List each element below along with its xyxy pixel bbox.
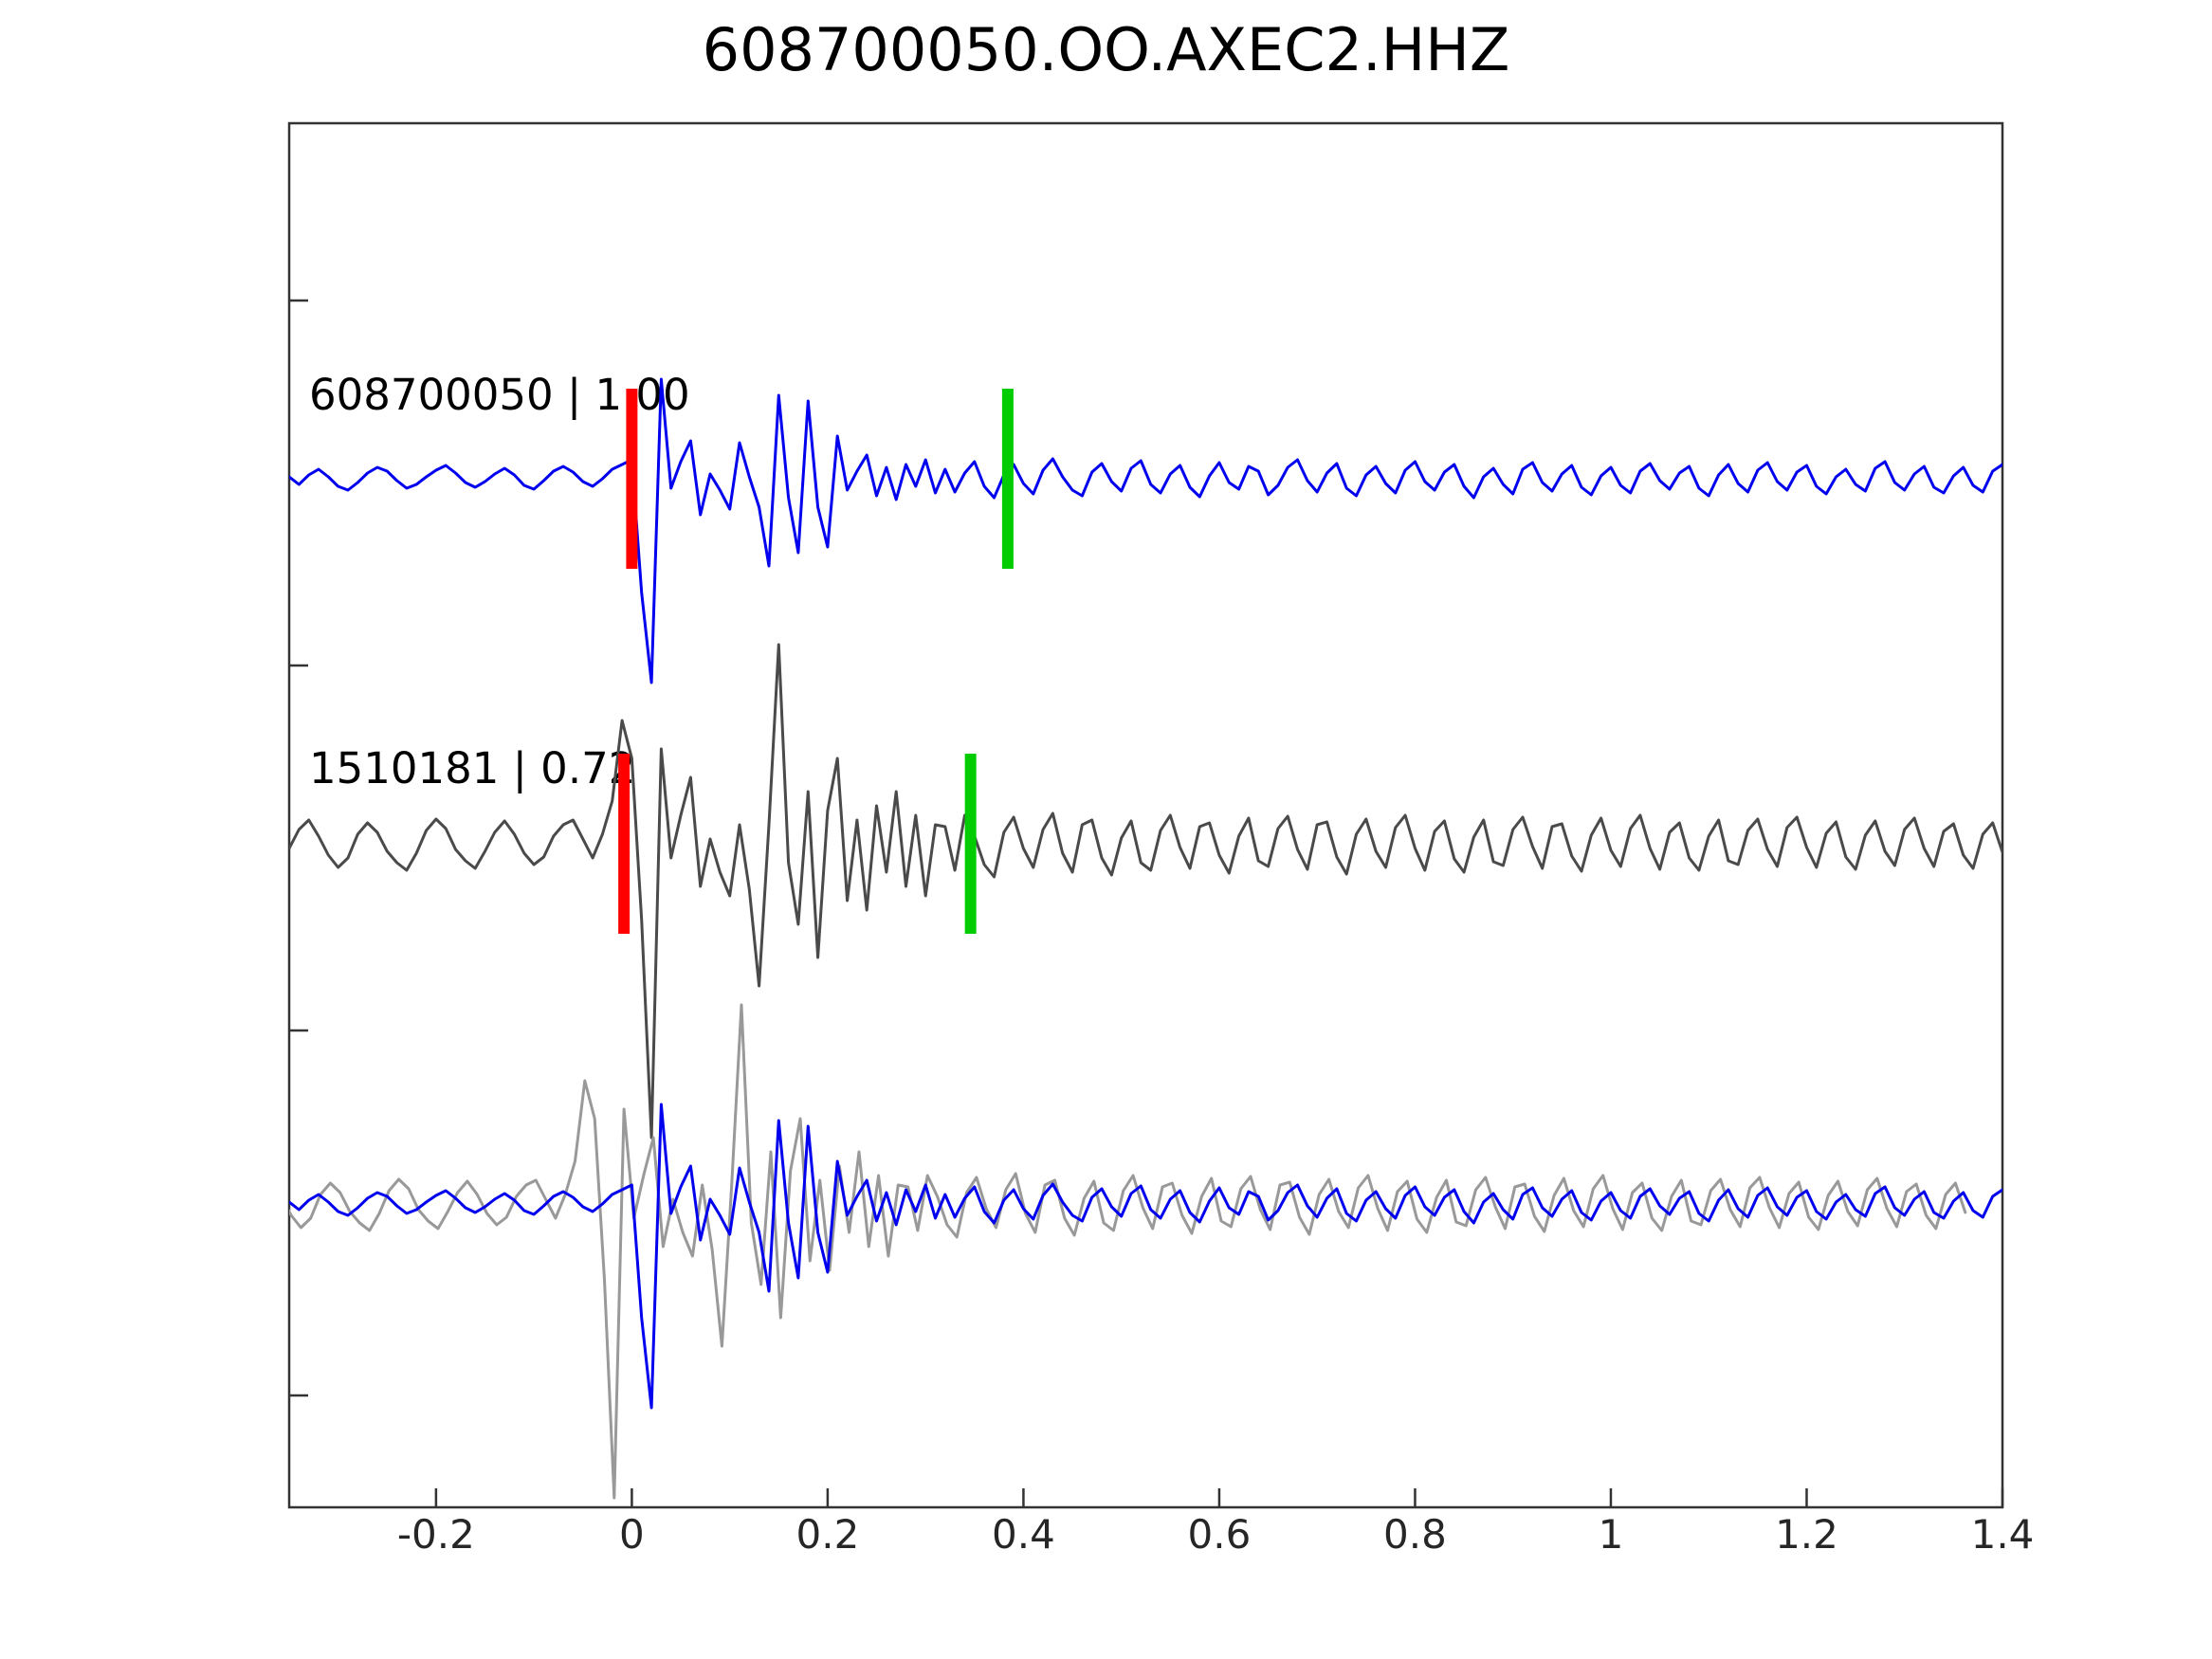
x-tick-label: 0 — [619, 1511, 645, 1558]
x-tick-label: 1 — [1599, 1511, 1624, 1558]
x-tick-label: 1.2 — [1775, 1511, 1838, 1558]
figure-title: 608700050.OO.AXEC2.HHZ — [702, 15, 1510, 84]
x-tick-label: 0.4 — [992, 1511, 1055, 1558]
trace-label-master: 608700050 | 1.00 — [309, 370, 690, 420]
trace-line-master — [289, 377, 2002, 684]
x-tick-label: 1.4 — [1971, 1511, 2035, 1558]
trace-line-overlay-master — [289, 1103, 2002, 1410]
x-tick-label: 0.8 — [1383, 1511, 1447, 1558]
trace-line-match — [289, 643, 2002, 1139]
x-tick-label: -0.2 — [397, 1511, 475, 1558]
plot-border — [287, 121, 2004, 1509]
trace-line-overlay-match — [289, 1003, 1967, 1500]
trace-label-match: 1510181 | 0.72 — [309, 743, 636, 793]
x-tick-label: 0.6 — [1188, 1511, 1252, 1558]
x-tick-label: 0.2 — [796, 1511, 860, 1558]
